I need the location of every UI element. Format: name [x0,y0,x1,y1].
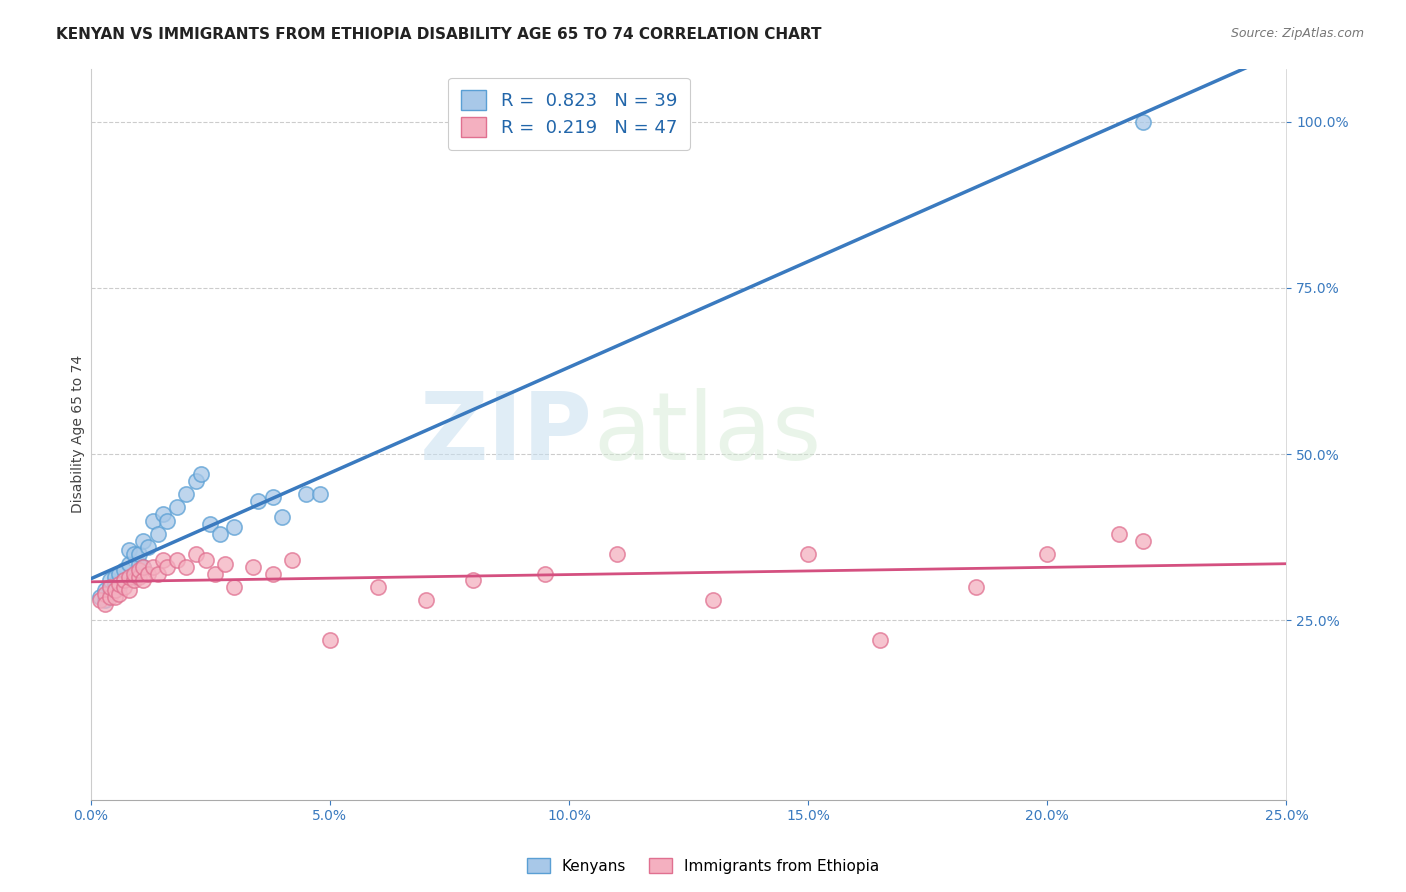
Point [104,583,127,598]
Point [98,590,121,604]
Point [118,543,141,558]
Point [128,563,150,577]
Point [108,566,131,581]
Point [1036,547,1059,561]
Point [104,576,127,591]
Point [271,510,294,524]
Point [122,574,145,588]
Point [104,570,127,584]
Point [118,570,141,584]
Point [463,574,485,588]
Point [118,583,141,598]
Legend: Kenyans, Immigrants from Ethiopia: Kenyans, Immigrants from Ethiopia [520,852,886,880]
Point [118,557,141,571]
Point [128,557,150,571]
Point [136,566,159,581]
Point [1132,114,1154,128]
Point [869,633,891,648]
Point [176,560,198,574]
Point [98,574,121,588]
Point [94,597,117,611]
Point [702,593,724,607]
Point [128,547,150,561]
Point [184,474,207,488]
Point [166,553,188,567]
Point [152,553,174,567]
Point [132,560,155,574]
Point [194,553,217,567]
Legend: R =  0.823   N = 39, R =  0.219   N = 47: R = 0.823 N = 39, R = 0.219 N = 47 [449,78,690,150]
Point [242,560,264,574]
Point [797,547,820,561]
Text: atlas: atlas [593,388,821,480]
Point [152,507,174,521]
Point [224,580,246,594]
Point [156,514,179,528]
Point [136,540,159,554]
Point [965,580,987,594]
Point [112,574,135,588]
Text: Source: ZipAtlas.com: Source: ZipAtlas.com [1230,27,1364,40]
Point [166,500,188,515]
Point [280,553,302,567]
Point [104,583,127,598]
Point [112,580,135,594]
Point [89,593,111,607]
Point [142,514,165,528]
Point [534,566,557,581]
Point [98,580,121,594]
Point [156,560,179,574]
Point [415,593,437,607]
Point [142,560,165,574]
Point [98,587,121,601]
Point [262,566,284,581]
Point [319,633,342,648]
Point [1132,533,1154,548]
Point [367,580,389,594]
Point [132,533,155,548]
Point [146,566,169,581]
Point [108,587,131,601]
Point [208,526,231,541]
Point [122,566,145,581]
Point [94,587,117,601]
Point [132,560,155,574]
Y-axis label: Disability Age 65 to 74: Disability Age 65 to 74 [72,355,86,513]
Point [295,487,318,501]
Point [184,547,207,561]
Point [204,566,226,581]
Point [132,574,155,588]
Point [1108,526,1130,541]
Point [122,547,145,561]
Point [606,547,628,561]
Point [89,590,111,604]
Point [94,583,117,598]
Point [108,576,131,591]
Point [108,580,131,594]
Point [128,570,150,584]
Point [104,590,127,604]
Text: ZIP: ZIP [420,388,593,480]
Point [94,593,117,607]
Point [146,526,169,541]
Point [224,520,246,534]
Text: KENYAN VS IMMIGRANTS FROM ETHIOPIA DISABILITY AGE 65 TO 74 CORRELATION CHART: KENYAN VS IMMIGRANTS FROM ETHIOPIA DISAB… [56,27,821,42]
Point [98,580,121,594]
Point [112,563,135,577]
Point [247,493,270,508]
Point [176,487,198,501]
Point [190,467,212,481]
Point [262,491,284,505]
Point [200,516,222,531]
Point [112,574,135,588]
Point [214,557,236,571]
Point [309,487,332,501]
Point [122,570,145,584]
